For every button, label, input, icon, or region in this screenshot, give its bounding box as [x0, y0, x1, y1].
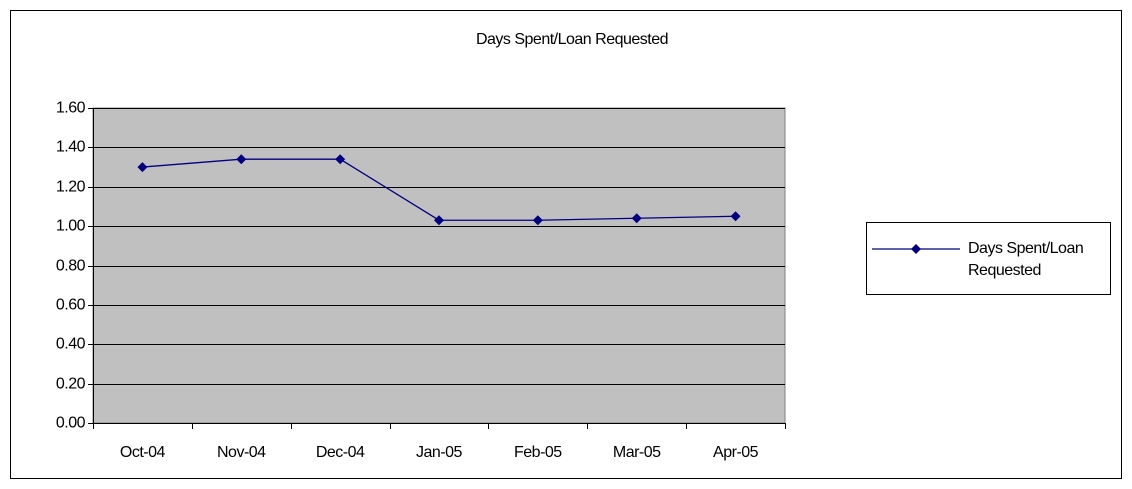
y-tick-label: 1.40 — [56, 139, 86, 156]
x-tick-label: Dec-04 — [316, 444, 365, 461]
marker — [335, 154, 346, 165]
legend-label: Days Spent/Loan Requested — [968, 240, 1084, 279]
y-tick-label: 1.60 — [56, 100, 86, 117]
y-tick-label: 0.00 — [56, 415, 86, 432]
y-tick-label: 0.60 — [56, 297, 86, 314]
x-tick-label: Oct-04 — [120, 444, 166, 461]
marker — [730, 211, 741, 222]
legend-marker — [911, 244, 921, 254]
legend-box — [866, 222, 1111, 295]
x-tick-label: Jan-05 — [416, 444, 463, 461]
y-tick-label: 1.00 — [56, 218, 86, 235]
marker — [532, 215, 543, 226]
marker — [137, 162, 148, 173]
chart-title: Days Spent/Loan Requested — [476, 31, 668, 48]
y-tick-label: 0.20 — [56, 376, 86, 393]
y-tick-label: 0.80 — [56, 258, 86, 275]
marker — [631, 213, 642, 224]
y-tick-label: 1.20 — [56, 179, 86, 196]
marker — [434, 215, 444, 226]
plot-area — [92, 107, 786, 424]
x-tick-label: Feb-05 — [514, 444, 562, 461]
x-tick-label: Mar-05 — [613, 444, 661, 461]
x-tick-label: Nov-04 — [217, 444, 266, 461]
marker — [236, 154, 247, 165]
y-tick-label: 0.40 — [56, 336, 86, 353]
x-tick-label: Apr-05 — [713, 444, 759, 461]
